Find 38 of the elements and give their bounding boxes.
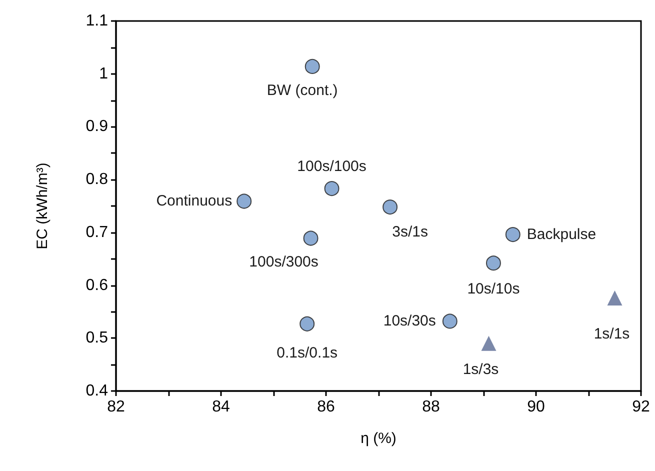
annotation: 100s/300s xyxy=(249,254,318,271)
annotation: 10s/30s xyxy=(383,312,436,330)
annotation: 100s/100s xyxy=(297,158,366,176)
point xyxy=(382,200,398,215)
y-tick-label: 0.5 xyxy=(86,330,108,347)
annotation: BW (cont.) xyxy=(266,82,338,99)
annotation: Backpulse xyxy=(526,226,596,244)
y-tick-label: 1.1 xyxy=(86,12,108,30)
x-tick-label: 86 xyxy=(317,398,335,416)
point xyxy=(303,230,318,246)
x-axis-title: η (%) xyxy=(360,430,396,447)
point xyxy=(607,290,622,306)
point xyxy=(236,194,252,209)
point xyxy=(300,316,315,332)
point xyxy=(304,58,320,74)
point xyxy=(442,314,458,329)
annotation: Continuous xyxy=(156,192,232,210)
point xyxy=(481,336,496,351)
annotation: 10s/10s xyxy=(467,280,520,298)
annotation: 1s/1s xyxy=(594,325,630,342)
y-tick-label: 0.7 xyxy=(86,224,108,241)
x-tick-label: 88 xyxy=(422,398,440,416)
x-tick-label: 92 xyxy=(632,398,650,416)
annotation: 0.1s/0.1s xyxy=(276,344,338,362)
y-axis-title: EC (kWh/m³) xyxy=(34,162,51,250)
x-tick-label: 82 xyxy=(107,398,125,416)
x-tick-label: 84 xyxy=(212,398,230,416)
point xyxy=(505,227,520,242)
point xyxy=(324,181,340,196)
y-tick-label: 0.6 xyxy=(86,276,108,294)
y-tick-label: 0.9 xyxy=(86,118,108,136)
y-tick-label: 0.4 xyxy=(86,382,108,400)
y-tick-label: 1 xyxy=(99,65,108,82)
y-tick-label: 0.8 xyxy=(86,171,108,188)
annotation: 1s/3s xyxy=(462,360,499,378)
point xyxy=(486,256,501,271)
annotation: 3s/1s xyxy=(392,224,428,241)
x-tick-label: 90 xyxy=(527,398,545,416)
